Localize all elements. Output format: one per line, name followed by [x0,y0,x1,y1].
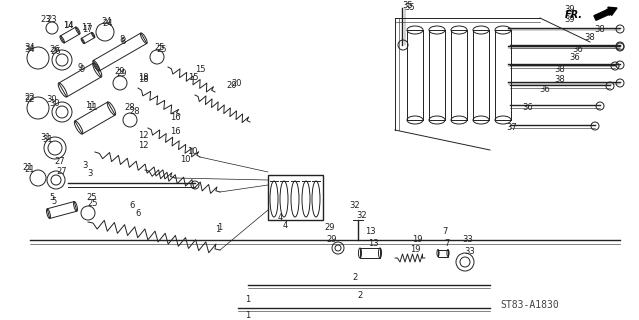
Text: 37: 37 [507,124,518,132]
Text: 38: 38 [555,66,566,75]
Text: 27: 27 [57,166,67,175]
Text: 9: 9 [77,63,82,73]
Text: 33: 33 [465,247,475,257]
Text: 38: 38 [595,26,605,35]
Text: 19: 19 [412,236,422,244]
Text: 16: 16 [170,127,180,137]
Text: 11: 11 [85,100,95,109]
Text: 16: 16 [170,114,180,123]
Text: 4: 4 [277,213,282,222]
Text: 26: 26 [50,47,61,57]
Text: 7: 7 [444,239,450,249]
Text: 20: 20 [232,78,242,87]
Text: 12: 12 [138,140,148,149]
Text: 24: 24 [102,18,112,27]
Text: 29: 29 [117,68,127,77]
Text: 22: 22 [25,92,35,101]
Text: 23: 23 [41,15,51,25]
Text: 25: 25 [87,194,97,203]
Text: 4: 4 [282,221,288,230]
Text: 1: 1 [245,310,250,319]
Text: 25: 25 [88,199,98,209]
Text: 38: 38 [555,76,566,84]
Text: 36: 36 [539,85,550,94]
Text: 29: 29 [327,236,337,244]
Text: 25: 25 [157,44,167,53]
Text: 39: 39 [565,5,575,14]
Text: 19: 19 [410,245,420,254]
Text: 29: 29 [325,223,335,233]
Text: 17: 17 [81,23,91,33]
Text: 1: 1 [217,223,222,233]
Text: 2: 2 [352,274,358,283]
Text: 6: 6 [135,210,141,219]
Text: 24: 24 [103,20,113,28]
Text: 18: 18 [137,74,148,83]
Text: 35: 35 [404,4,415,12]
Text: 12: 12 [138,131,148,140]
Text: 28: 28 [130,107,141,116]
Text: 1: 1 [215,226,220,235]
Text: FR.: FR. [565,10,583,20]
Text: 35: 35 [403,2,413,11]
Text: 13: 13 [365,228,375,236]
Text: 27: 27 [55,157,65,166]
Text: 25: 25 [155,43,166,52]
Text: 38: 38 [585,34,596,43]
Text: 26: 26 [50,45,60,54]
Text: 22: 22 [25,95,35,105]
Text: 8: 8 [119,36,125,44]
Text: 21: 21 [23,163,33,172]
Text: 2: 2 [357,292,362,300]
Text: 13: 13 [367,239,378,249]
Text: 15: 15 [195,66,205,75]
Text: 6: 6 [129,201,135,210]
Text: 17: 17 [82,26,92,35]
Text: 30: 30 [50,100,60,108]
FancyArrow shape [594,7,617,20]
Text: 28: 28 [125,103,135,113]
Text: 3: 3 [88,170,93,179]
Text: 14: 14 [63,21,73,30]
Text: 36: 36 [569,53,580,62]
Text: 9: 9 [79,66,84,75]
Text: 34: 34 [25,45,35,54]
Text: 14: 14 [63,21,73,30]
Text: 39: 39 [565,15,575,25]
Text: 21: 21 [25,165,35,174]
Text: 18: 18 [137,76,148,84]
Text: 3: 3 [82,161,88,170]
Text: 10: 10 [187,148,197,156]
Text: 5: 5 [49,194,54,203]
Text: 32: 32 [350,201,360,210]
Text: 5: 5 [51,197,57,206]
Text: 7: 7 [442,228,448,236]
Text: 20: 20 [227,81,237,90]
Text: 10: 10 [180,156,190,164]
Text: 33: 33 [463,236,473,244]
Text: 31: 31 [43,135,53,145]
Text: ST83-A1830: ST83-A1830 [500,300,559,310]
Text: 8: 8 [120,37,126,46]
Text: 31: 31 [41,132,51,141]
Text: 36: 36 [523,103,534,113]
Text: 23: 23 [47,15,58,25]
Text: 1: 1 [245,295,250,305]
Text: 15: 15 [188,74,198,83]
Text: 32: 32 [357,211,367,220]
Text: 11: 11 [87,103,97,113]
Text: 30: 30 [47,95,58,105]
Text: 36: 36 [573,45,583,54]
Text: 34: 34 [25,44,35,52]
Text: 29: 29 [115,68,125,76]
